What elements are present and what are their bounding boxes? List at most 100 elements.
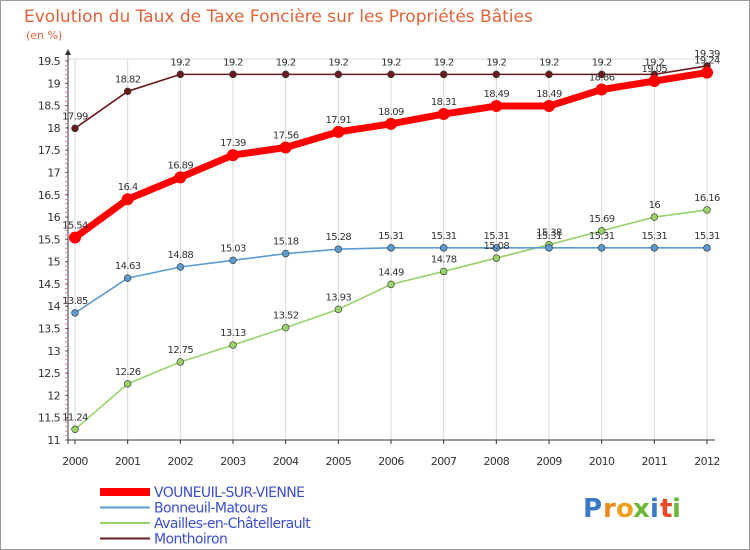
data-point bbox=[281, 70, 290, 79]
data-point bbox=[597, 70, 606, 79]
legend-item-label: VOUNEUIL-SUR-VIENNE bbox=[154, 485, 304, 501]
x-tick-label: 2002 bbox=[168, 455, 194, 468]
x-tick-label: 2011 bbox=[642, 455, 668, 468]
data-label: 19.2 bbox=[328, 57, 348, 68]
data-point bbox=[334, 305, 343, 314]
y-tick-label: 16.5 bbox=[38, 189, 61, 202]
x-tick-label: 2004 bbox=[273, 455, 299, 468]
logo-letter: t bbox=[660, 494, 672, 524]
data-point bbox=[123, 87, 132, 96]
x-tick-label: 2008 bbox=[484, 455, 510, 468]
data-label: 14.63 bbox=[115, 261, 141, 272]
x-tick-label: 2000 bbox=[62, 455, 88, 468]
data-point bbox=[387, 244, 395, 252]
x-tick-label: 2010 bbox=[589, 455, 615, 468]
data-label: 18.49 bbox=[536, 89, 562, 100]
data-point bbox=[387, 280, 395, 289]
data-point bbox=[650, 213, 659, 221]
data-label: 19.2 bbox=[592, 57, 612, 68]
logo-letter: P bbox=[583, 494, 602, 524]
y-tick-label: 17 bbox=[47, 166, 60, 179]
y-tick-label: 13.5 bbox=[38, 323, 61, 336]
data-point bbox=[229, 256, 237, 265]
legend: VOUNEUIL-SUR-VIENNEBonneuil-MatoursAvail… bbox=[100, 485, 312, 548]
data-label: 14.49 bbox=[378, 267, 404, 278]
data-label: 19.2 bbox=[486, 57, 506, 68]
data-point bbox=[332, 125, 345, 138]
logo-letter: x bbox=[633, 494, 650, 524]
y-tick-label: 19 bbox=[47, 77, 60, 90]
data-label: 12.75 bbox=[168, 345, 194, 356]
logo-letter: i bbox=[672, 494, 681, 524]
data-point bbox=[176, 263, 185, 271]
data-point bbox=[703, 244, 711, 252]
y-tick-label: 14.5 bbox=[38, 278, 61, 291]
data-label: 18.49 bbox=[484, 89, 510, 100]
data-point bbox=[439, 267, 448, 276]
data-point bbox=[650, 244, 659, 252]
y-tick-label: 17.5 bbox=[38, 144, 61, 157]
data-label: 19.2 bbox=[381, 57, 401, 68]
x-tick-label: 2006 bbox=[378, 455, 404, 468]
x-tick-label: 2001 bbox=[115, 455, 141, 468]
data-point bbox=[71, 124, 79, 133]
data-label: 13.85 bbox=[62, 296, 88, 307]
data-label: 15.38 bbox=[536, 228, 562, 239]
data-point bbox=[439, 244, 448, 252]
data-label: 16.89 bbox=[168, 160, 194, 171]
series-layer bbox=[69, 62, 713, 433]
y-tick-label: 11.5 bbox=[38, 412, 61, 425]
data-point bbox=[595, 83, 608, 96]
data-label: 19.24 bbox=[694, 56, 720, 67]
logo-letter: r bbox=[603, 494, 616, 524]
data-label: 17.56 bbox=[273, 131, 299, 142]
data-point bbox=[176, 358, 185, 366]
y-tick-label: 15 bbox=[47, 256, 60, 269]
y-tick-label: 18.5 bbox=[38, 100, 61, 113]
y-tick-label: 12 bbox=[47, 389, 60, 402]
legend-item-label: Monthoiron bbox=[154, 532, 227, 548]
data-label: 15.31 bbox=[642, 231, 668, 242]
data-label: 15.69 bbox=[589, 214, 615, 225]
data-point bbox=[597, 227, 606, 235]
data-label: 15.03 bbox=[220, 243, 246, 254]
data-label: 15.31 bbox=[431, 231, 457, 242]
data-point bbox=[492, 70, 501, 79]
data-point bbox=[543, 100, 555, 113]
chart-title: Evolution du Taux de Taxe Foncière sur l… bbox=[24, 7, 533, 27]
data-label: 15.08 bbox=[484, 241, 510, 252]
data-point bbox=[229, 70, 237, 79]
data-point bbox=[334, 245, 343, 253]
y-tick-label: 18 bbox=[47, 122, 60, 135]
data-point bbox=[701, 66, 713, 79]
data-label: 19.2 bbox=[539, 57, 559, 68]
data-label: 15.54 bbox=[62, 221, 88, 232]
data-label: 15.28 bbox=[326, 232, 352, 243]
chart-ylabel: (en %) bbox=[26, 29, 62, 42]
y-axis-arrow bbox=[65, 49, 71, 55]
data-label: 18.82 bbox=[115, 74, 141, 85]
data-label: 19.2 bbox=[276, 57, 296, 68]
data-point bbox=[123, 380, 132, 388]
data-label: 15.31 bbox=[378, 231, 404, 242]
data-point bbox=[490, 100, 503, 113]
data-label: 17.39 bbox=[220, 138, 246, 149]
data-point bbox=[71, 309, 79, 317]
data-label: 15.31 bbox=[589, 231, 615, 242]
data-point bbox=[279, 141, 292, 154]
data-label: 19.2 bbox=[434, 57, 454, 68]
y-tick-label: 19.5 bbox=[38, 55, 61, 68]
data-label: 16.16 bbox=[694, 193, 720, 204]
data-label: 19.39 bbox=[694, 49, 720, 60]
y-tick-label: 14 bbox=[47, 300, 60, 313]
data-point bbox=[176, 70, 185, 79]
data-label: 19.2 bbox=[223, 57, 243, 68]
x-tick-label: 2009 bbox=[536, 455, 562, 468]
x-tick-label: 2012 bbox=[694, 455, 720, 468]
y-tick-label: 15.5 bbox=[38, 233, 61, 246]
data-label: 14.88 bbox=[168, 250, 194, 261]
data-point bbox=[545, 70, 553, 79]
legend-item-label: Bonneuil-Matours bbox=[154, 501, 268, 517]
